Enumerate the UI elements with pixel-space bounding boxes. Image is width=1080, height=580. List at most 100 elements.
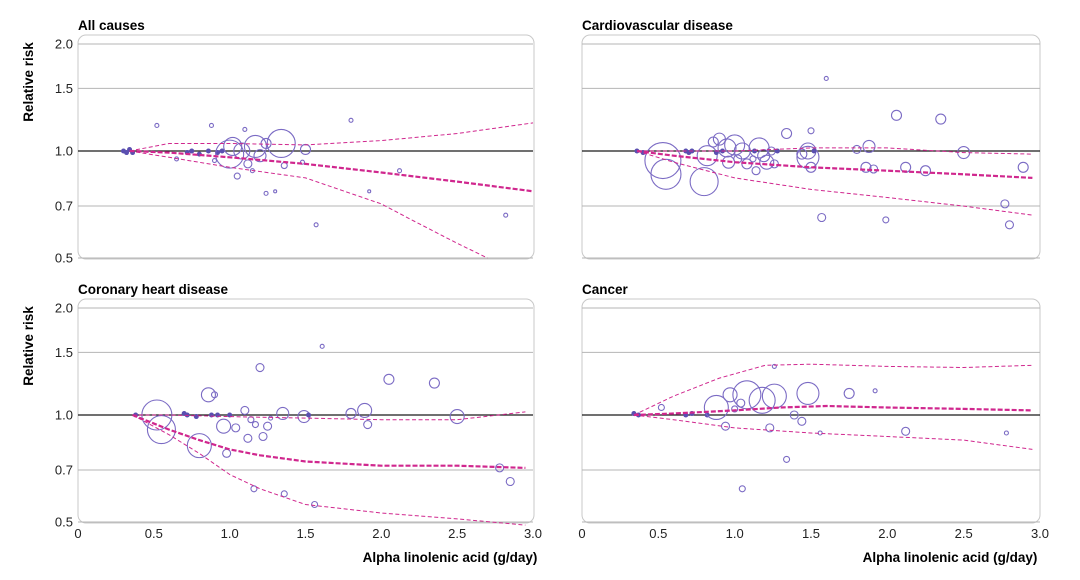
study-bubble [273, 189, 278, 194]
study-bubble [796, 145, 820, 169]
study-bubble [258, 431, 268, 442]
study-bubble [367, 189, 372, 194]
study-bubble [268, 415, 274, 421]
study-bubble [383, 373, 395, 385]
study-bubble [231, 423, 241, 433]
x-tick-label: 0 [578, 526, 585, 541]
study-bubble [781, 127, 793, 140]
x-tick-label: 0 [74, 526, 81, 541]
study-bubble [255, 362, 265, 373]
study-bubble [223, 136, 243, 156]
study-bubble [1017, 161, 1029, 173]
study-bubble [251, 421, 259, 429]
panel-3: 0 0.5 1.0 1.5 2.0 2.5 3.0 Cancer Alpha linolenic… [578, 282, 1049, 565]
study-bubble [211, 158, 218, 164]
study-point-filled [208, 412, 214, 418]
study-bubble [357, 402, 373, 418]
study-bubble [657, 403, 665, 412]
study-bubble [243, 159, 253, 169]
y-tick-label: 0.5 [55, 251, 73, 266]
study-bubble [689, 167, 719, 197]
study-bubble [263, 421, 273, 431]
study-bubble [796, 148, 808, 160]
study-bubble [797, 416, 807, 426]
study-bubble [724, 134, 746, 156]
study-bubble [299, 159, 306, 165]
study-bubble [935, 113, 947, 125]
y-tick-label: 2.0 [55, 301, 73, 316]
study-point-filled [124, 150, 130, 156]
x-tick-label: 3.0 [524, 526, 542, 541]
study-bubble [200, 387, 216, 403]
study-bubble [852, 144, 862, 155]
study-bubble [503, 212, 509, 218]
y-tick-label: 1.0 [55, 408, 73, 423]
fitted-curve [129, 149, 534, 193]
y-tick-label: 0.7 [55, 463, 73, 478]
y-axis-label: Relative risk [21, 306, 36, 386]
panel-frame [77, 34, 535, 260]
study-bubble [276, 406, 290, 421]
study-bubble [216, 418, 232, 434]
study-bubble [243, 134, 267, 158]
study-bubble [396, 168, 403, 174]
study-point-filled [752, 148, 758, 154]
study-bubble [280, 490, 288, 498]
x-axis-label: Alpha linolenic acid (g/day) [863, 550, 1038, 565]
study-bubble [260, 137, 272, 150]
study-bubble [882, 216, 890, 224]
study-bubble [817, 212, 827, 223]
y-tick-label: 1.0 [55, 144, 73, 159]
study-bubble [266, 128, 296, 159]
study-bubble [505, 476, 515, 487]
study-bubble [901, 426, 911, 436]
study-bubble [789, 410, 799, 420]
study-bubble [796, 381, 820, 405]
study-bubble [208, 122, 215, 128]
study-bubble [650, 158, 682, 190]
y-tick-label: 0.5 [55, 515, 73, 530]
study-bubble [215, 139, 245, 169]
study-bubble [644, 142, 682, 180]
study-bubble [703, 394, 729, 421]
study-point-filled [189, 148, 195, 154]
ci-lower-curve [129, 150, 488, 259]
x-tick-label: 0.5 [649, 526, 667, 541]
ci-upper-curve [633, 363, 1033, 416]
study-bubble [765, 423, 775, 433]
study-bubble [348, 117, 354, 123]
study-bubble [311, 500, 319, 509]
study-bubble [154, 122, 160, 128]
fitted-curve [633, 404, 1033, 417]
fitted-curve [636, 149, 1033, 179]
x-tick-label: 1.0 [221, 526, 239, 541]
x-tick-label: 2.0 [372, 526, 390, 541]
ci-lower-curve [633, 414, 1033, 450]
x-tick-label: 1.5 [802, 526, 820, 541]
ci-upper-curve [132, 411, 526, 421]
study-bubble [1000, 199, 1010, 209]
study-bubble [363, 420, 373, 430]
x-tick-label: 2.5 [448, 526, 466, 541]
panel-title: Coronary heart disease [78, 282, 229, 297]
study-point-filled [205, 148, 211, 154]
study-bubble [243, 433, 253, 443]
panel-2: 0.50.71.01.52.00 0.5 1.0 1.5 2.0 2.5 3.0Corona… [21, 282, 542, 565]
study-bubble [345, 407, 357, 420]
x-tick-label: 0.5 [145, 526, 163, 541]
study-bubble [722, 387, 738, 403]
y-tick-label: 0.7 [55, 199, 73, 214]
study-bubble [759, 154, 775, 170]
study-bubble [233, 172, 241, 180]
ci-upper-curve [637, 147, 1033, 155]
x-axis-label: Alpha linolenic acid (g/day) [363, 550, 538, 565]
x-tick-label: 2.0 [878, 526, 896, 541]
study-bubble [263, 190, 269, 196]
fitted-curve [132, 413, 526, 469]
study-bubble [843, 387, 855, 399]
ci-upper-curve [129, 122, 534, 152]
y-tick-label: 1.5 [55, 81, 73, 96]
x-tick-label: 1.5 [296, 526, 314, 541]
